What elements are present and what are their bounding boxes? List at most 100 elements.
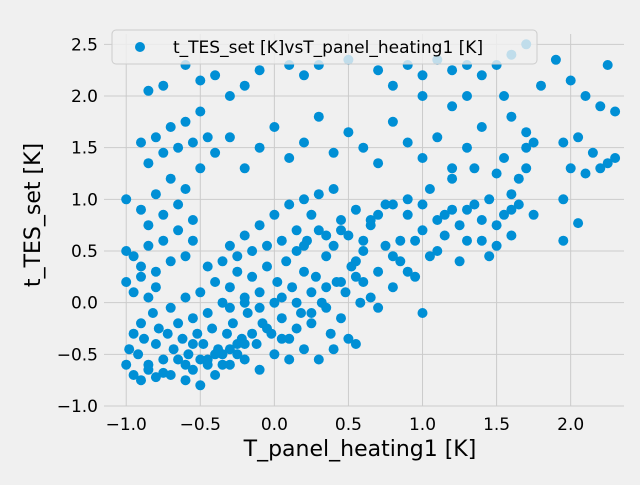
data-point: [499, 91, 509, 101]
data-point: [143, 240, 154, 251]
data-point: [180, 292, 191, 303]
data-point: [202, 132, 213, 143]
y-tick-label: 2.0: [71, 87, 98, 107]
data-point: [528, 137, 539, 148]
data-point: [128, 287, 139, 298]
data-point: [198, 339, 209, 349]
data-point: [143, 158, 154, 169]
data-point: [587, 147, 598, 158]
data-point: [173, 225, 184, 236]
data-point: [232, 251, 243, 262]
data-point: [484, 194, 495, 205]
data-point: [227, 318, 238, 329]
data-point: [183, 349, 194, 360]
data-point: [143, 220, 154, 231]
data-point: [121, 359, 132, 370]
data-point: [187, 137, 198, 148]
data-point: [276, 292, 287, 303]
data-point: [343, 127, 354, 138]
data-point: [232, 349, 243, 360]
data-point: [147, 308, 158, 318]
data-point: [595, 101, 606, 112]
data-point: [602, 158, 613, 169]
data-point: [251, 339, 262, 349]
data-point: [402, 209, 413, 220]
data-point: [239, 230, 250, 241]
data-point: [239, 339, 250, 349]
data-point: [276, 235, 287, 246]
data-point: [162, 328, 173, 339]
data-point: [387, 116, 398, 127]
data-point: [202, 261, 213, 272]
data-point: [313, 111, 324, 122]
data-point: [373, 266, 384, 277]
data-point: [306, 287, 317, 298]
data-point: [143, 364, 154, 375]
data-point: [128, 370, 139, 380]
data-point: [139, 333, 149, 344]
data-point: [387, 199, 398, 210]
data-point: [239, 80, 250, 91]
data-point: [195, 163, 206, 174]
data-point: [506, 204, 517, 215]
data-point: [272, 277, 283, 287]
data-point: [499, 209, 509, 220]
data-point: [254, 65, 265, 76]
y-axis-label: t_TES_set [K]: [21, 143, 46, 287]
data-point: [187, 364, 198, 375]
data-point: [602, 60, 613, 70]
y-tick-label: −1.0: [57, 397, 98, 417]
data-point: [484, 251, 495, 262]
data-point: [380, 240, 391, 251]
data-point: [476, 122, 487, 132]
data-point: [150, 339, 161, 349]
data-point: [207, 323, 218, 334]
data-point: [432, 215, 443, 225]
data-point: [153, 323, 164, 334]
data-point: [254, 142, 265, 153]
data-point: [380, 199, 391, 210]
data-point: [310, 271, 321, 282]
data-point: [506, 189, 517, 200]
data-point: [128, 251, 139, 262]
data-point: [284, 153, 295, 163]
data-point: [168, 344, 179, 355]
data-point: [136, 271, 146, 282]
data-point: [447, 65, 458, 76]
data-point: [313, 225, 324, 236]
data-point: [276, 313, 287, 324]
data-point: [173, 354, 184, 365]
data-point: [336, 313, 346, 324]
data-point: [417, 91, 428, 101]
data-point: [143, 85, 154, 96]
data-point: [299, 194, 309, 205]
data-point: [454, 256, 465, 267]
data-point: [439, 209, 450, 220]
data-point: [321, 230, 332, 241]
data-point: [447, 204, 458, 215]
data-point: [328, 147, 339, 158]
data-point: [432, 132, 443, 143]
data-point: [417, 199, 428, 210]
data-point: [239, 297, 250, 308]
data-point: [328, 240, 339, 251]
data-point: [254, 287, 265, 298]
data-point: [358, 235, 369, 246]
data-point: [373, 158, 384, 169]
data-point: [580, 91, 591, 101]
data-point: [173, 142, 184, 153]
data-point: [254, 364, 265, 375]
data-point: [299, 344, 309, 355]
data-point: [350, 271, 361, 282]
data-point: [336, 277, 346, 287]
data-point: [158, 354, 169, 365]
legend-marker: [135, 42, 145, 52]
data-point: [336, 225, 346, 236]
data-point: [177, 333, 188, 344]
data-point: [276, 333, 287, 344]
data-point: [291, 297, 302, 308]
data-point: [187, 339, 198, 349]
data-point: [284, 333, 295, 344]
